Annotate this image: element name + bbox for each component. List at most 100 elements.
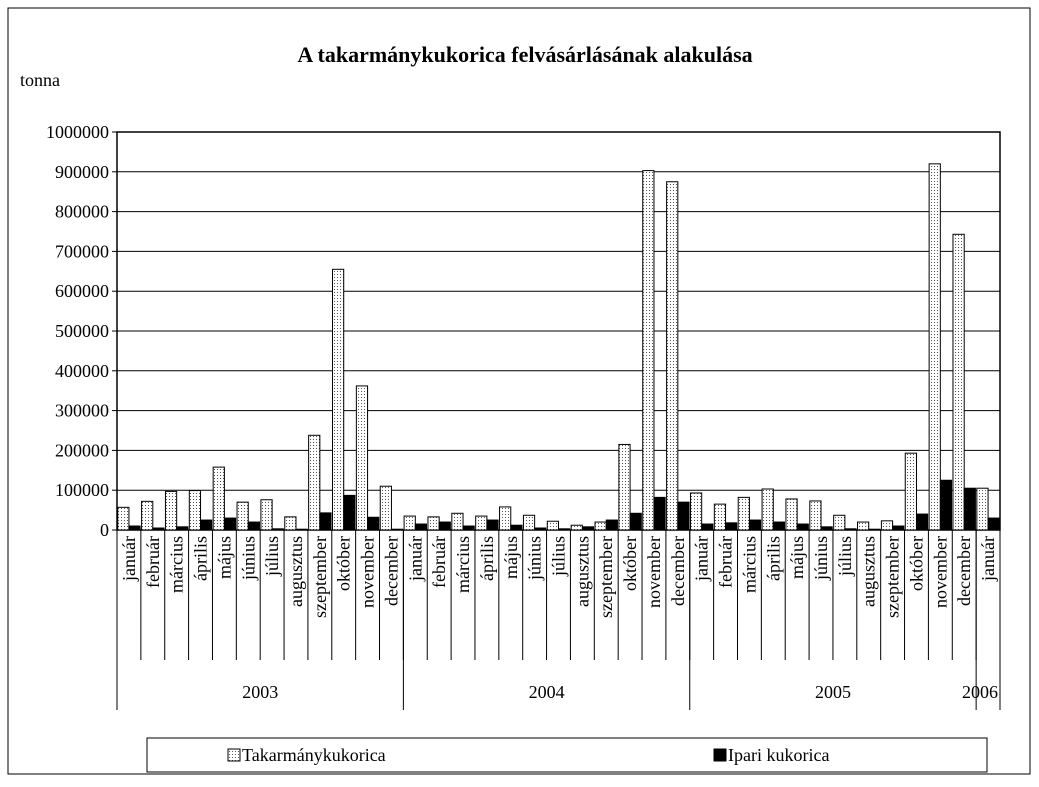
x-tick-label: július <box>835 536 855 577</box>
x-tick-label: március <box>453 536 473 593</box>
x-tick-label: június <box>238 536 258 581</box>
bar <box>594 521 607 531</box>
x-tick-label: február <box>716 536 736 588</box>
bar <box>499 506 512 531</box>
y-axis-label: tonna <box>20 70 60 90</box>
bar <box>486 519 499 531</box>
bar <box>928 163 941 531</box>
y-tick-label: 800000 <box>55 202 109 222</box>
x-tick-label: április <box>191 536 211 581</box>
bar <box>915 513 929 531</box>
x-tick-label: augusztus <box>572 536 592 607</box>
bar <box>642 170 655 531</box>
bar <box>260 499 273 531</box>
bar <box>809 500 822 531</box>
x-tick-label: július <box>549 536 569 577</box>
bar <box>236 501 249 531</box>
bar <box>271 528 284 531</box>
bar <box>904 452 917 531</box>
bar <box>403 515 416 531</box>
bar <box>331 268 345 531</box>
bar <box>677 501 690 531</box>
x-tick-label: április <box>477 536 497 581</box>
bar <box>367 516 380 531</box>
bar <box>952 233 965 531</box>
bar <box>462 525 475 531</box>
bar <box>522 514 536 531</box>
x-tick-label: január <box>119 536 139 582</box>
x-tick-label: április <box>763 536 783 581</box>
bar <box>295 528 308 531</box>
x-tick-label: július <box>262 536 282 577</box>
y-tick-label: 900000 <box>55 162 109 182</box>
bar <box>427 516 440 531</box>
y-tick-label: 200000 <box>55 440 109 460</box>
bar <box>414 523 428 531</box>
x-tick-label: október <box>906 536 926 591</box>
bar <box>748 519 762 531</box>
bar <box>141 500 154 531</box>
bar <box>868 528 881 531</box>
x-tick-label: január <box>405 536 425 582</box>
bar <box>558 528 571 531</box>
bar <box>844 528 857 531</box>
x-tick-label: szeptember <box>883 536 903 618</box>
bar <box>833 514 846 531</box>
x-tick-label: szeptember <box>310 536 330 618</box>
x-tick-label: május <box>787 536 807 579</box>
bar <box>785 498 798 531</box>
x-tick-label: augusztus <box>286 536 306 607</box>
y-tick-label: 300000 <box>55 401 109 421</box>
bar <box>976 487 989 531</box>
bar <box>438 521 451 531</box>
x-tick-label: október <box>620 536 640 591</box>
chart-border <box>7 7 1031 775</box>
bar <box>200 519 213 531</box>
group-label: 2006 <box>962 682 998 702</box>
x-tick-label: március <box>739 536 759 593</box>
x-tick-label: január <box>978 536 998 582</box>
x-tick-label: május <box>214 536 234 579</box>
bar <box>713 503 727 531</box>
bar <box>796 523 809 531</box>
bar <box>534 527 547 531</box>
x-tick-label: december <box>381 536 401 606</box>
legend-label: Takarmánykukorica <box>242 745 386 765</box>
x-tick-label: május <box>501 536 521 579</box>
bar <box>605 519 618 531</box>
bar <box>939 479 953 531</box>
bar <box>355 385 369 531</box>
bar <box>546 520 559 531</box>
bar <box>987 517 1000 531</box>
x-tick-label: június <box>525 536 545 581</box>
y-tick-label: 100000 <box>55 480 109 500</box>
legend-label: Ipari kukorica <box>728 745 829 765</box>
legend <box>146 737 988 773</box>
bar <box>212 466 225 531</box>
x-tick-label: november <box>358 536 378 608</box>
group-label: 2005 <box>815 682 851 702</box>
bar <box>451 512 464 531</box>
bar <box>152 527 165 531</box>
x-tick-label: március <box>167 536 187 593</box>
y-tick-label: 500000 <box>55 321 109 341</box>
chart-title: A takarmánykukorica felvásárlásának alak… <box>297 42 752 67</box>
bar <box>247 521 260 531</box>
bar <box>725 522 738 531</box>
y-tick-label: 700000 <box>55 241 109 261</box>
bar <box>618 443 631 531</box>
bar <box>379 485 392 531</box>
x-tick-label: szeptember <box>596 536 616 618</box>
y-tick-label: 400000 <box>55 361 109 381</box>
y-tick-label: 0 <box>100 520 109 540</box>
bar <box>117 506 130 531</box>
bar <box>164 490 178 531</box>
x-tick-label: december <box>668 536 688 606</box>
bar <box>963 487 976 531</box>
bar <box>666 181 679 531</box>
bar <box>892 525 905 531</box>
bar <box>343 494 356 531</box>
x-tick-label: november <box>930 536 950 608</box>
bar <box>820 526 833 531</box>
